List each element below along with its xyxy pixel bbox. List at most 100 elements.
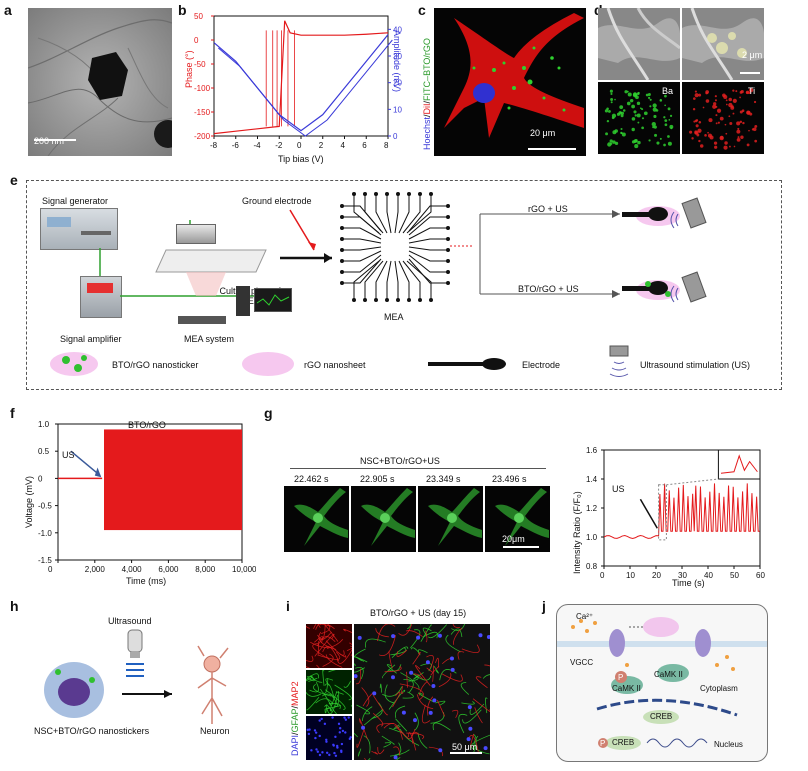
i-gfap-drawing	[291, 666, 369, 723]
fiber	[304, 689, 322, 697]
eds-dot	[659, 137, 662, 140]
i-dapi-drawing	[306, 716, 352, 757]
intensity-series-line	[603, 483, 760, 539]
fiber	[324, 704, 328, 714]
pfm-chart: -8 -6 -4 -2 0 2 4 6 8 50 0 -50 -100 -150 -200 40 30 20 10 0	[178, 8, 414, 168]
calcium-frame-2	[351, 486, 416, 552]
nucleus-dot	[344, 731, 347, 734]
eds-dot	[653, 114, 657, 119]
fiber	[328, 666, 346, 673]
nucleus-dot	[431, 684, 436, 689]
fiber	[485, 697, 488, 714]
x-tick-label: 2,000	[85, 565, 106, 574]
eds-dot	[620, 114, 624, 118]
eds-dot	[614, 98, 616, 101]
j-nucleus-label: Nucleus	[714, 740, 743, 749]
y-left-tick-label: 0	[194, 36, 199, 45]
fiber	[308, 677, 318, 682]
mea-trace	[402, 194, 421, 234]
legend-rgo-icon	[242, 352, 294, 376]
x-tick-label: -2	[275, 141, 283, 150]
fiber	[470, 733, 475, 748]
fiber	[339, 653, 347, 658]
fiber	[394, 724, 407, 738]
sem-scale-label: 2 μm	[742, 50, 763, 60]
h-caption: NSC+BTO/rGO nanostickers	[34, 726, 150, 736]
fiber	[361, 687, 370, 707]
fiber	[453, 627, 463, 645]
eds-dot	[735, 90, 738, 93]
eds-dot	[636, 113, 641, 118]
i-gfap-channel	[291, 666, 369, 723]
eds-dot	[725, 132, 728, 135]
schematic-box-e	[26, 180, 782, 390]
eds-dot	[670, 127, 673, 130]
panel-label-a: a	[4, 2, 12, 18]
nucleus-dot	[314, 731, 318, 734]
eds-dot	[748, 87, 754, 93]
eds-dot	[736, 129, 741, 134]
nucleus-dot	[483, 746, 488, 751]
j-creb-label: CREB	[650, 712, 673, 721]
eds-dot	[619, 111, 622, 114]
eds-dot	[667, 107, 671, 111]
i-ylabel: DAPI/GFAP/MAP2	[290, 681, 300, 756]
eds-dot	[609, 89, 613, 93]
fiber	[318, 631, 337, 650]
pc-tower	[236, 286, 250, 316]
mea-pad	[374, 192, 378, 196]
mea-pad	[446, 215, 450, 219]
eds-dot	[643, 111, 648, 116]
y-tick-label: 0.8	[586, 562, 598, 571]
amplitude-series-line-2	[218, 39, 393, 137]
mea-system-label: MEA system	[184, 334, 235, 344]
fiber	[411, 731, 419, 744]
fiber	[300, 609, 310, 629]
signal-amplifier-device	[80, 276, 122, 318]
mea-trace	[408, 258, 448, 284]
fiber	[306, 697, 320, 711]
mea-pad	[407, 192, 411, 196]
x-tick-label: 20	[652, 571, 661, 580]
fiber	[354, 664, 365, 673]
i-map2-drawing	[300, 609, 369, 673]
mea-pad	[340, 226, 344, 230]
calcium-frame-4	[485, 486, 550, 552]
label-slash: /	[290, 705, 300, 709]
eds-dot	[704, 134, 707, 137]
nucleus-dot	[325, 740, 328, 743]
mea-trace	[402, 260, 421, 300]
y-tick-label: -1.5	[38, 556, 52, 565]
confocal-c-drawing	[444, 13, 584, 138]
mea-pad	[429, 298, 433, 302]
mea-system-computer	[232, 286, 292, 318]
nucleus-dot	[318, 753, 322, 757]
fiber	[354, 674, 356, 680]
fiber	[309, 682, 319, 693]
voltage-chart-svg: 0 2,000 4,000 6,000 8,000 10,000 1.0 0.5 0 -0.5 -1…	[38, 420, 257, 574]
calcium-soma	[313, 513, 323, 523]
calcium-frame-3-drawing	[428, 488, 482, 546]
eds-dot	[753, 100, 757, 104]
fiber	[438, 673, 452, 688]
x-tick-label: 4	[341, 141, 346, 150]
nucleus-dot	[310, 749, 313, 752]
fiber	[383, 742, 392, 748]
eds-dot	[611, 116, 615, 120]
fiber	[399, 729, 420, 746]
x-tick-label: 2	[319, 141, 324, 150]
zoom-connector	[666, 478, 719, 486]
fiber	[461, 701, 475, 705]
h-neuron-label: Neuron	[200, 726, 230, 736]
mea-trace	[342, 216, 382, 236]
fiber	[484, 664, 490, 667]
eds-dot	[740, 135, 744, 139]
eds-dot	[723, 145, 728, 150]
fiber	[414, 712, 419, 731]
eds-dot	[651, 121, 656, 127]
label-map2: MAP2	[290, 681, 300, 706]
fiber	[432, 722, 451, 731]
nucleus-dot	[478, 633, 483, 638]
eds-dot	[636, 101, 641, 106]
fiber	[325, 654, 343, 668]
